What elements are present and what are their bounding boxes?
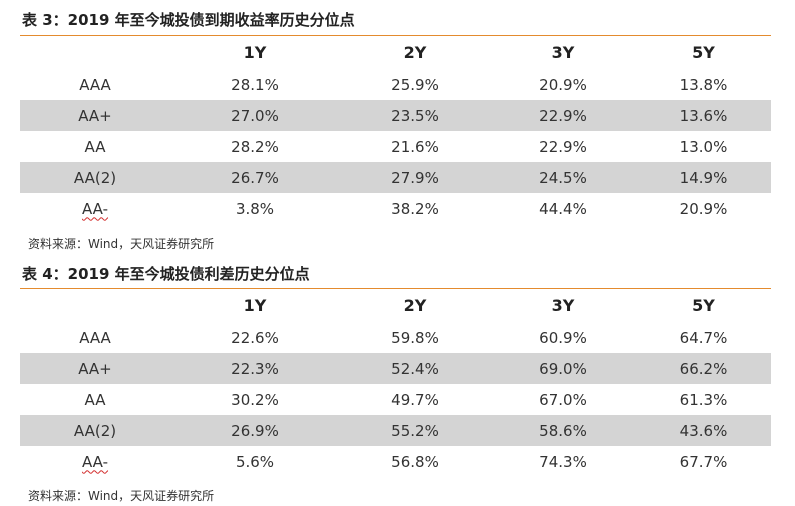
row-label-aa-minus: AA- [81,199,109,218]
cell-value: 26.7% [231,168,279,187]
cell-value: 22.9% [539,137,587,156]
cell-value: 52.4% [391,359,439,378]
table-3-title: 表 3：2019 年至今城投债到期收益率历史分位点 [22,11,355,29]
cell-value: 27.9% [391,168,439,187]
row-label-aaa: AAA [79,75,111,94]
cell-value: 13.8% [679,75,728,94]
table-row: AAA 22.6% 59.8% 60.9% 64.7% [20,322,771,353]
cell-value: 69.0% [539,359,587,378]
cell-value: 25.9% [391,75,439,94]
table-row: AA+ 22.3% 52.4% 69.0% 66.2% [20,353,771,384]
cell-value: 67.7% [679,452,728,471]
table-row: AA- 5.6% 56.8% 74.3% 67.7% [20,446,771,477]
column-header-1y: 1Y [243,296,267,315]
cell-value: 64.7% [679,328,728,347]
cell-value: 28.2% [231,137,279,156]
table-row: AA(2) 26.9% 55.2% 58.6% 43.6% [20,415,771,446]
row-label-aa-2: AA(2) [73,168,117,187]
row-label-aa-plus: AA+ [78,359,112,378]
cell-value: 66.2% [679,359,728,378]
table-row: AAA 28.1% 25.9% 20.9% 13.8% [20,69,771,100]
cell-value: 27.0% [231,106,279,125]
row-label-aa-2: AA(2) [73,421,117,440]
cell-value: 58.6% [539,421,587,440]
table-row: AA 30.2% 49.7% 67.0% 61.3% [20,384,771,415]
cell-value: 20.9% [679,199,728,218]
cell-value: 13.0% [679,137,728,156]
table-3-source-note: 资料来源：Wind，天风证券研究所 [28,237,215,251]
table-4-source-note: 资料来源：Wind，天风证券研究所 [28,489,215,503]
table-4-top-rule [20,288,771,289]
table-3-top-rule [20,35,771,36]
cell-value: 28.1% [231,75,279,94]
cell-value: 43.6% [679,421,728,440]
row-label-aa: AA [84,137,106,156]
cell-value: 67.0% [539,390,587,409]
table-row: AA+ 27.0% 23.5% 22.9% 13.6% [20,100,771,131]
cell-value: 5.6% [235,452,275,471]
cell-value: 23.5% [391,106,439,125]
cell-value: 22.6% [231,328,279,347]
cell-value: 24.5% [539,168,587,187]
column-header-5y: 5Y [692,43,715,62]
table-4-title: 表 4：2019 年至今城投债利差历史分位点 [22,265,310,283]
row-label-aa: AA [84,390,106,409]
cell-value: 14.9% [679,168,728,187]
row-label-aa-minus: AA- [81,452,109,471]
column-header-3y: 3Y [551,296,575,315]
cell-value: 22.3% [231,359,279,378]
table-row: AA(2) 26.7% 27.9% 24.5% 14.9% [20,162,771,193]
row-label-aa-plus: AA+ [78,106,112,125]
cell-value: 60.9% [539,328,587,347]
cell-value: 61.3% [679,390,728,409]
column-header-1y: 1Y [243,43,267,62]
table-4-header-row: 1Y 2Y 3Y 5Y [20,289,771,322]
cell-value: 30.2% [231,390,279,409]
cell-value: 56.8% [391,452,439,471]
column-header-2y: 2Y [403,43,427,62]
column-header-3y: 3Y [551,43,575,62]
cell-value: 13.6% [679,106,728,125]
cell-value: 38.2% [391,199,439,218]
column-header-2y: 2Y [403,296,427,315]
cell-value: 20.9% [539,75,587,94]
cell-value: 59.8% [391,328,439,347]
cell-value: 21.6% [391,137,439,156]
table-3-grid: 1Y 2Y 3Y 5Y AAA 28.1% 25.9% 20.9% 13.8% … [20,36,771,224]
table-row: AA 28.2% 21.6% 22.9% 13.0% [20,131,771,162]
table-row: AA- 3.8% 38.2% 44.4% 20.9% [20,193,771,224]
cell-value: 22.9% [539,106,587,125]
table-4-grid: 1Y 2Y 3Y 5Y AAA 22.6% 59.8% 60.9% 64.7% … [20,289,771,477]
cell-value: 55.2% [391,421,439,440]
cell-value: 3.8% [235,199,275,218]
column-header-5y: 5Y [692,296,715,315]
table-3-header-row: 1Y 2Y 3Y 5Y [20,36,771,69]
row-label-aaa: AAA [79,328,111,347]
cell-value: 49.7% [391,390,439,409]
cell-value: 26.9% [231,421,279,440]
cell-value: 44.4% [539,199,587,218]
cell-value: 74.3% [539,452,587,471]
